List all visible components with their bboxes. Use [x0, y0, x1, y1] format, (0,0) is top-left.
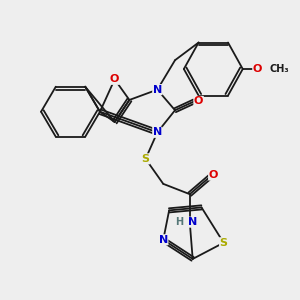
Text: O: O — [110, 74, 119, 84]
Text: N: N — [153, 127, 162, 137]
Text: H: H — [176, 217, 184, 227]
Text: O: O — [253, 64, 262, 74]
Text: N: N — [188, 217, 197, 227]
Text: S: S — [142, 154, 150, 164]
Text: O: O — [208, 170, 218, 180]
Text: S: S — [220, 238, 228, 248]
Text: N: N — [159, 235, 168, 245]
Text: CH₃: CH₃ — [270, 64, 290, 74]
Text: O: O — [194, 96, 203, 106]
Text: N: N — [153, 85, 162, 94]
